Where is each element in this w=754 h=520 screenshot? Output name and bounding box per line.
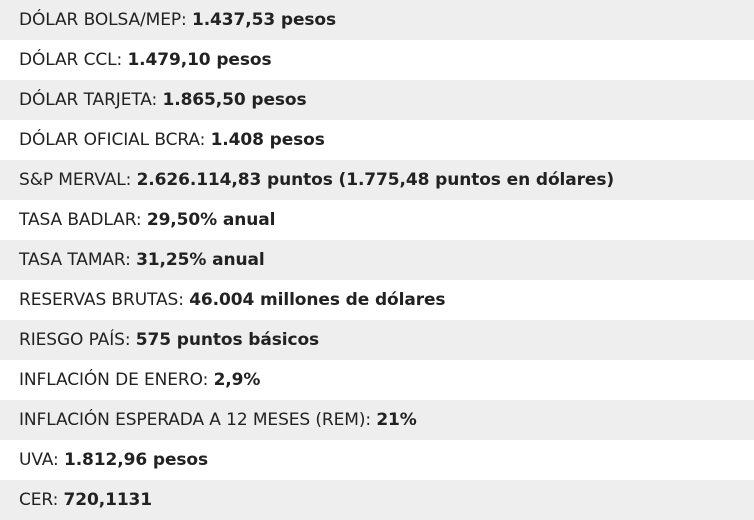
indicator-label: INFLACIÓN ESPERADA A 12 MESES (REM): [19,410,372,430]
indicator-dolar-ccl: DÓLAR CCL: 1.479,10 pesos [0,40,754,80]
indicator-label: RESERVAS BRUTAS: [19,290,184,310]
indicator-label: TASA BADLAR: [19,210,142,230]
indicator-cer: CER: 720,1131 [0,480,754,520]
indicator-label: DÓLAR TARJETA: [19,90,158,110]
indicator-value: 1.437,53 pesos [191,10,336,30]
indicator-label: INFLACIÓN DE ENERO: [19,370,209,390]
indicator-value: 1.865,50 pesos [162,90,307,110]
indicator-dolar-tarjeta: DÓLAR TARJETA: 1.865,50 pesos [0,80,754,120]
indicator-value: 2.626.114,83 puntos (1.775,48 puntos en … [136,170,615,190]
indicator-label: DÓLAR BOLSA/MEP: [19,10,187,30]
indicator-label: S&P MERVAL: [19,170,132,190]
indicator-value: 1.479,10 pesos [127,50,272,70]
indicator-value: 31,25% anual [136,250,265,270]
indicator-value: 21% [376,410,417,430]
indicator-value: 720,1131 [63,490,153,510]
indicator-value: 575 puntos básicos [135,330,320,350]
indicator-label: TASA TAMAR: [19,250,131,270]
indicator-value: 29,50% anual [146,210,276,230]
indicator-uva: UVA: 1.812,96 pesos [0,440,754,480]
indicator-merval: S&P MERVAL: 2.626.114,83 puntos (1.775,4… [0,160,754,200]
indicator-inflacion-esperada: INFLACIÓN ESPERADA A 12 MESES (REM): 21% [0,400,754,440]
indicator-dolar-oficial: DÓLAR OFICIAL BCRA: 1.408 pesos [0,120,754,160]
indicator-label: RIESGO PAÍS: [19,330,131,350]
indicator-dolar-mep: DÓLAR BOLSA/MEP: 1.437,53 pesos [0,0,754,40]
indicator-reservas-brutas: RESERVAS BRUTAS: 46.004 millones de dóla… [0,280,754,320]
indicator-tasa-badlar: TASA BADLAR: 29,50% anual [0,200,754,240]
indicator-tasa-tamar: TASA TAMAR: 31,25% anual [0,240,754,280]
indicator-value: 46.004 millones de dólares [189,290,446,310]
indicator-inflacion-enero: INFLACIÓN DE ENERO: 2,9% [0,360,754,400]
indicator-riesgo-pais: RIESGO PAÍS: 575 puntos básicos [0,320,754,360]
indicator-label: DÓLAR OFICIAL BCRA: [19,130,206,150]
indicator-value: 2,9% [213,370,261,390]
indicator-label: UVA: [19,450,59,470]
indicator-value: 1.812,96 pesos [63,450,208,470]
indicator-value: 1.408 pesos [210,130,325,150]
indicator-label: DÓLAR CCL: [19,50,123,70]
indicator-label: CER: [19,490,59,510]
